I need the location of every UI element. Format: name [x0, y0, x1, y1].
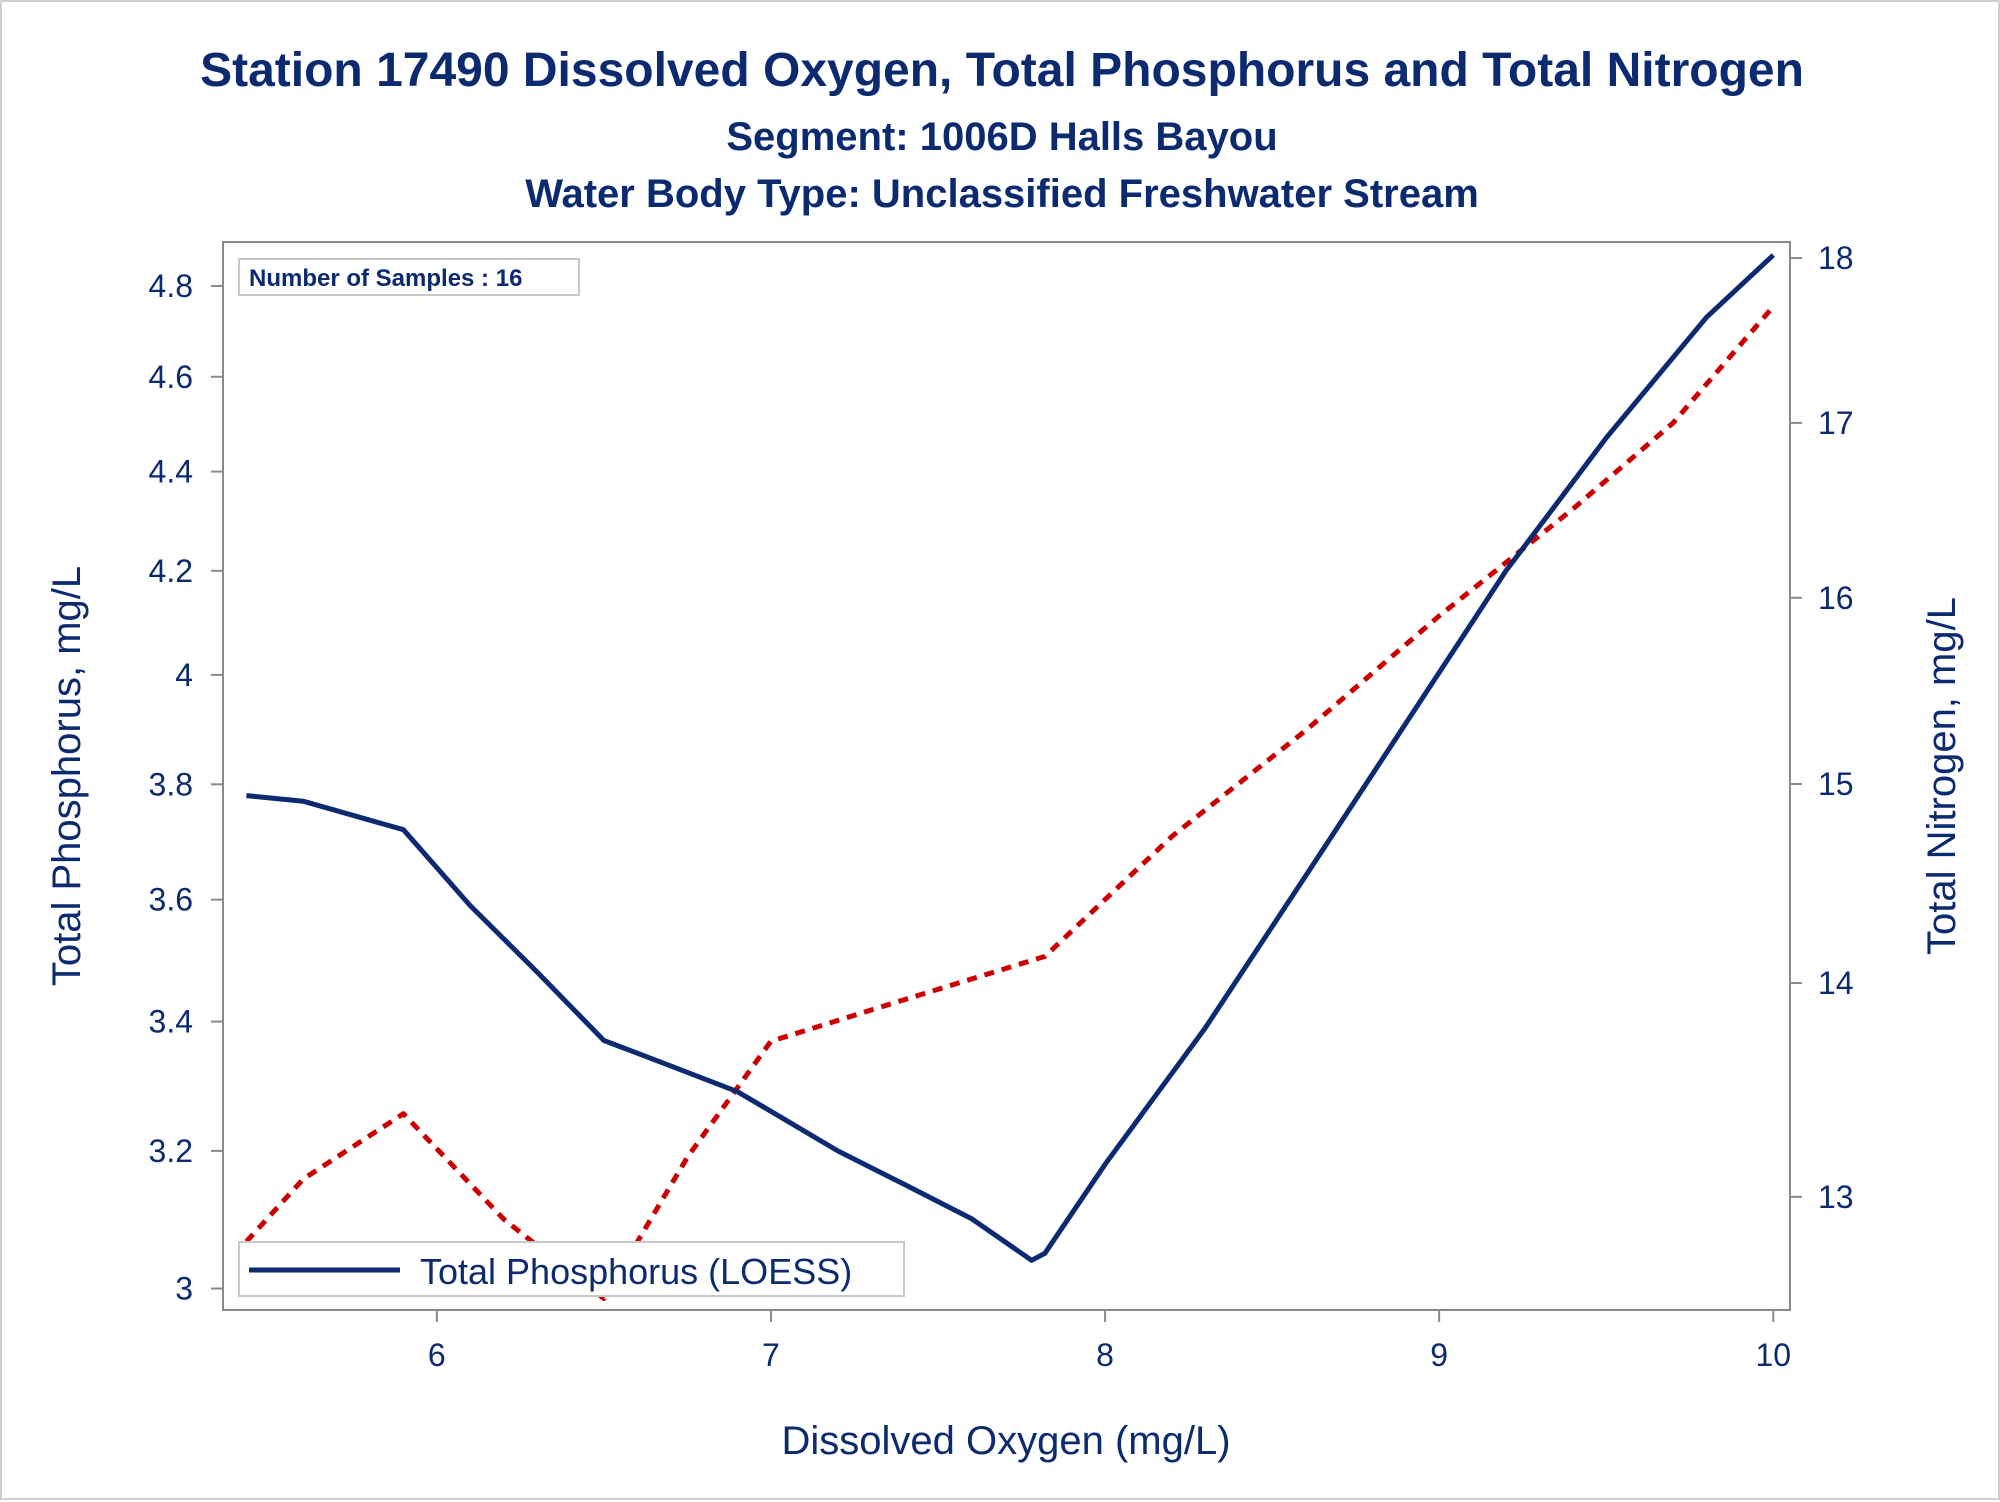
y-right-tick-label: 15 — [1818, 766, 1854, 802]
y-right-tick-label: 16 — [1818, 580, 1854, 616]
y-right-tick-label: 18 — [1818, 240, 1854, 276]
x-tick-label: 7 — [762, 1337, 780, 1373]
y-axis-left: 3 3.2 3.4 3.6 3.8 4 4.2 4.4 4.6 4.8 — [149, 268, 223, 1307]
y-right-tick-label: 17 — [1818, 405, 1854, 441]
legend: Total Phosphorus (LOESS) — [238, 1241, 905, 1297]
chart-subtitle-2: Water Body Type: Unclassified Freshwater… — [525, 172, 1479, 216]
x-tick-label: 10 — [1755, 1337, 1791, 1373]
x-tick-label: 8 — [1096, 1337, 1114, 1373]
chart-title: Station 17490 Dissolved Oxygen, Total Ph… — [200, 44, 1804, 97]
y-left-tick-label: 3.4 — [149, 1004, 193, 1040]
x-axis-label: Dissolved Oxygen (mg/L) — [781, 1419, 1230, 1463]
y-left-tick-label: 4.6 — [149, 359, 193, 395]
y-left-tick-label: 3.6 — [149, 882, 193, 918]
x-tick-label: 9 — [1430, 1337, 1448, 1373]
y-axis-right-label: Total Nitrogen, mg/L — [1920, 597, 1964, 955]
chart-subtitle: Segment: 1006D Halls Bayou — [726, 115, 1277, 159]
y-right-tick-label: 13 — [1818, 1179, 1854, 1215]
y-left-tick-label: 4.4 — [149, 454, 193, 490]
sample-count-label: Number of Samples : 16 — [249, 265, 522, 292]
y-axis-left-label: Total Phosphorus, mg/L — [45, 566, 89, 986]
y-left-tick-label: 3 — [175, 1271, 193, 1307]
sample-count-box — [238, 258, 580, 296]
plot-area — [222, 241, 1791, 1311]
y-left-tick-label: 4.2 — [149, 553, 193, 589]
y-axis-right: 13 14 15 16 17 18 — [1790, 240, 1854, 1215]
series-line-total-phosphorus-loess — [246, 253, 1776, 1263]
series-layer — [244, 253, 1776, 1301]
x-tick-label: 6 — [428, 1337, 446, 1373]
y-left-tick-label: 4.8 — [149, 268, 193, 304]
legend-label-total-phosphorus: Total Phosphorus (LOESS) — [420, 1251, 852, 1292]
series-line-total-nitrogen — [244, 304, 1776, 1301]
y-right-tick-label: 14 — [1818, 965, 1854, 1001]
x-axis: 6 7 8 9 10 — [428, 1310, 1791, 1373]
y-left-tick-label: 3.8 — [149, 766, 193, 802]
y-left-tick-label: 3.2 — [149, 1133, 193, 1169]
y-left-tick-label: 4 — [175, 657, 193, 693]
